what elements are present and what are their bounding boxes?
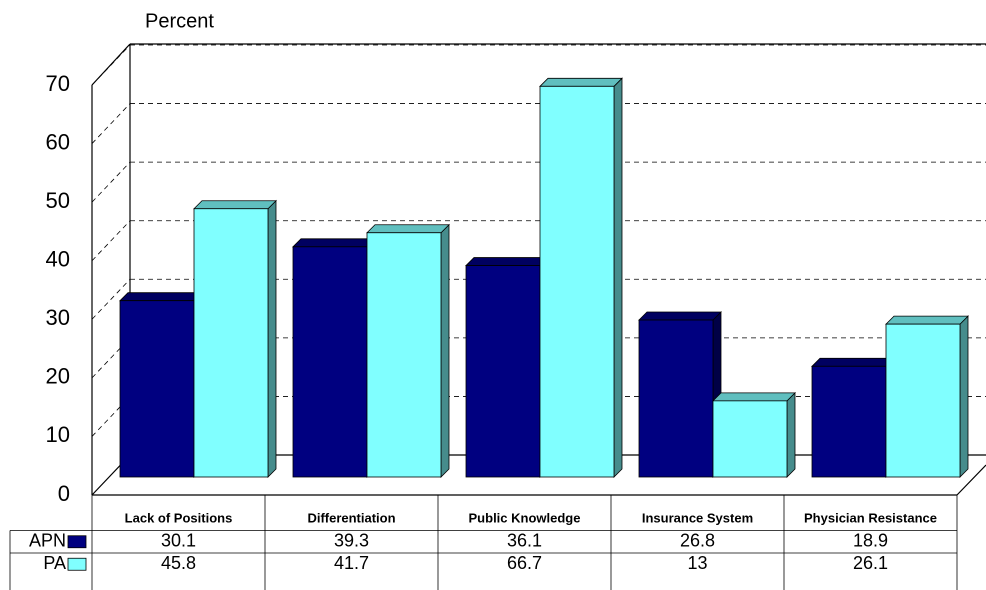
y-tick-label: 30 bbox=[46, 305, 70, 330]
legend-key bbox=[67, 535, 87, 549]
bar bbox=[366, 232, 442, 478]
bar-side bbox=[440, 223, 450, 478]
legend-label: PA bbox=[43, 553, 66, 573]
grid-line bbox=[91, 279, 131, 320]
table-value: 30.1 bbox=[161, 531, 196, 551]
bar bbox=[539, 85, 615, 478]
bar-top bbox=[366, 224, 450, 234]
table-value: 36.1 bbox=[507, 531, 542, 551]
grid-line bbox=[91, 44, 131, 86]
y-tick-label: 60 bbox=[46, 129, 70, 154]
legend-label: APN bbox=[29, 531, 66, 551]
bar-top bbox=[638, 311, 722, 321]
bar bbox=[811, 365, 887, 478]
bar bbox=[465, 265, 541, 478]
bar bbox=[885, 323, 961, 478]
table-value: 26.8 bbox=[680, 531, 715, 551]
table-value: 18.9 bbox=[853, 531, 888, 551]
y-tick-label: 0 bbox=[58, 481, 70, 506]
bar-side bbox=[613, 77, 623, 478]
y-tick-label: 10 bbox=[46, 422, 70, 447]
table-value: 13 bbox=[687, 553, 707, 573]
table-value: 41.7 bbox=[334, 553, 369, 573]
bar bbox=[292, 246, 368, 478]
y-tick-label: 70 bbox=[46, 71, 70, 96]
floor-right-edge bbox=[956, 464, 986, 496]
x-tick-label: Insurance System bbox=[642, 511, 753, 526]
x-tick-label: Physician Resistance bbox=[804, 511, 937, 526]
table-value: 26.1 bbox=[853, 553, 888, 573]
x-tick-label: Differentiation bbox=[307, 511, 395, 526]
bar-top bbox=[292, 238, 376, 248]
bar-top bbox=[539, 77, 623, 87]
bar bbox=[193, 208, 269, 478]
bar-top bbox=[712, 392, 796, 402]
bar-top bbox=[885, 315, 969, 325]
legend-key bbox=[67, 557, 87, 571]
grid-line bbox=[91, 161, 131, 203]
grid-line bbox=[91, 103, 131, 144]
y-tick-label: 20 bbox=[46, 364, 70, 389]
bar-top bbox=[465, 257, 549, 266]
x-tick-label: Lack of Positions bbox=[125, 511, 233, 526]
bar-top bbox=[811, 357, 895, 367]
bar-top bbox=[193, 200, 277, 210]
grid-line bbox=[91, 220, 131, 261]
bar-side bbox=[786, 391, 796, 478]
x-tick-label: Public Knowledge bbox=[469, 511, 581, 526]
bar-top bbox=[119, 292, 203, 302]
bar bbox=[638, 319, 714, 478]
y-tick-label: 50 bbox=[46, 188, 70, 213]
y-tick-label: 40 bbox=[46, 247, 70, 272]
table-value: 66.7 bbox=[507, 553, 542, 573]
bar-side bbox=[267, 199, 277, 478]
table-value: 45.8 bbox=[161, 553, 196, 573]
bar bbox=[119, 300, 195, 478]
table-value: 39.3 bbox=[334, 531, 369, 551]
bar bbox=[712, 400, 788, 478]
bar-side bbox=[959, 315, 969, 478]
y-axis-label: Percent bbox=[145, 10, 214, 32]
